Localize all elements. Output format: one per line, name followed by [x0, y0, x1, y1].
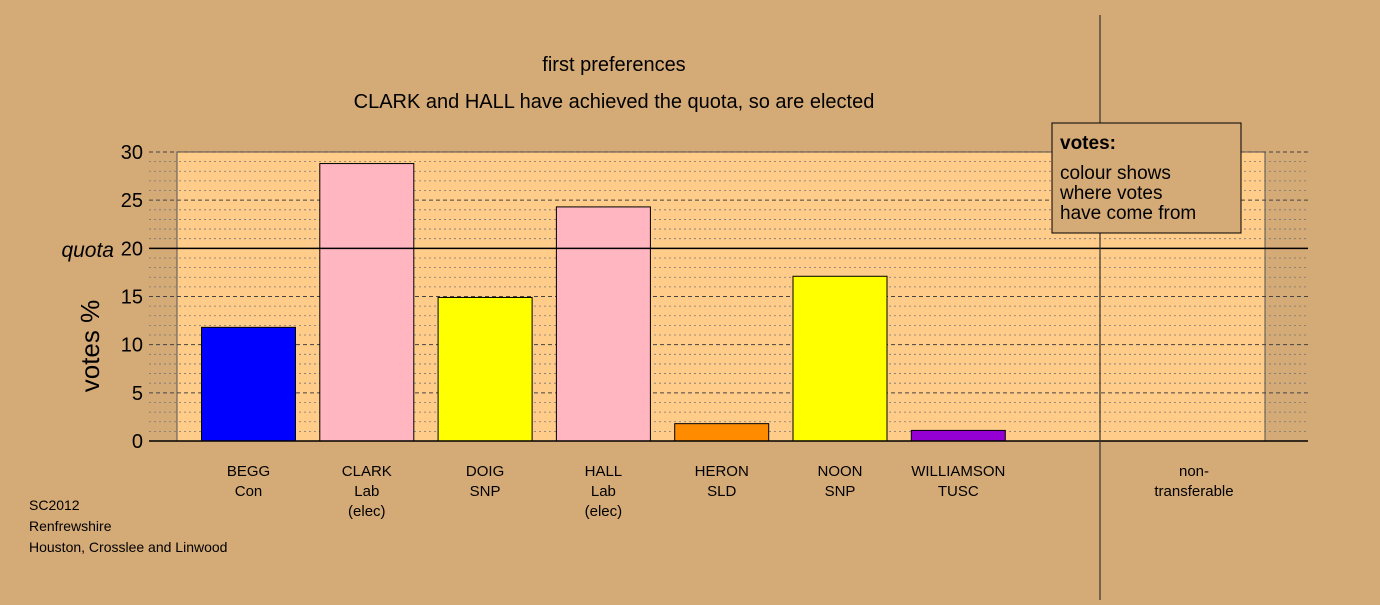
y-tick-label: 5	[132, 383, 143, 405]
legend-line: where votes	[1059, 183, 1162, 204]
legend: votes: colour shows where votes have com…	[1051, 122, 1242, 234]
legend-line: colour shows	[1060, 163, 1171, 184]
y-axis: 0 5 10 15 20 25 30	[121, 142, 143, 453]
quota-label: quota	[61, 239, 114, 262]
footer: SC2012 Renfrewshire Houston, Crosslee an…	[29, 497, 227, 555]
bar-noon	[792, 275, 888, 442]
y-tick-label: 0	[132, 431, 143, 453]
legend-box	[1051, 122, 1242, 234]
x-tick-label-nontransferable: non-	[1179, 463, 1209, 480]
x-tick-label: NOON	[818, 463, 863, 480]
footer-election: SC2012	[29, 497, 80, 513]
x-tick-label: HALL	[585, 463, 623, 480]
x-tick-label-nontransferable: transferable	[1154, 483, 1233, 500]
y-tick-label: 25	[121, 190, 143, 212]
x-tick-label: CLARK	[342, 463, 392, 480]
footer-ward: Houston, Crosslee and Linwood	[29, 539, 227, 555]
x-party-label: Lab	[354, 483, 379, 500]
x-elected-label: (elec)	[348, 503, 386, 520]
x-tick-label: BEGG	[227, 463, 270, 480]
chart-title: first preferences	[542, 54, 685, 76]
x-tick-label: HERON	[695, 463, 749, 480]
bar-begg	[201, 326, 296, 442]
bar-williamson	[910, 429, 1006, 442]
x-party-label: SNP	[825, 483, 856, 500]
x-party-label: TUSC	[938, 483, 979, 500]
y-tick-label: 20	[121, 238, 143, 260]
x-party-label: Con	[235, 483, 263, 500]
x-elected-label: (elec)	[585, 503, 623, 520]
x-party-label: SLD	[707, 483, 736, 500]
bars	[201, 163, 1006, 442]
bar-hall	[555, 206, 651, 442]
x-tick-label: WILLIAMSON	[911, 463, 1005, 480]
y-tick-label: 30	[121, 142, 143, 164]
legend-title: votes:	[1060, 133, 1116, 154]
x-party-label: Lab	[591, 483, 616, 500]
y-tick-label: 15	[121, 287, 143, 309]
x-party-label: SNP	[470, 483, 501, 500]
chart-subtitle: CLARK and HALL have achieved the quota, …	[354, 91, 875, 113]
bar-doig	[437, 296, 533, 442]
legend-line: have come from	[1060, 203, 1196, 224]
bar-heron	[674, 423, 770, 442]
footer-council: Renfrewshire	[29, 518, 112, 534]
y-tick-label: 10	[121, 335, 143, 357]
x-tick-label: DOIG	[466, 463, 504, 480]
y-axis-label: votes %	[75, 300, 105, 393]
bar-clark	[319, 163, 415, 442]
x-axis-labels: BEGG Con CLARK Lab (elec) DOIG SNP HALL Lab (elec…	[227, 463, 1234, 520]
